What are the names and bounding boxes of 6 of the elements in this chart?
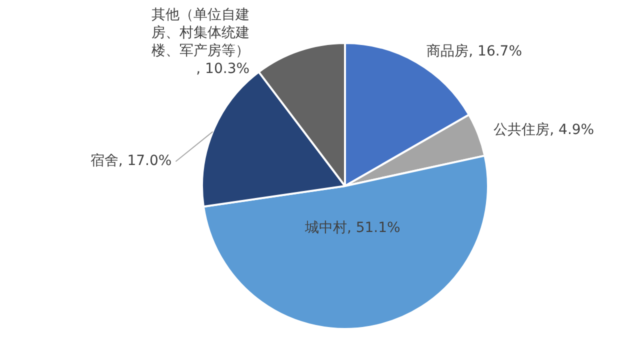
slice-label: 公共住房, 4.9% <box>494 122 594 138</box>
data-label: , 10.3% <box>196 61 250 78</box>
slice-label: 城中村, 51.1% <box>304 220 400 236</box>
slice-label: 宿舍, 17.0% <box>90 153 172 170</box>
slice-label: 商品房, 16.7% <box>426 43 522 60</box>
slice-label: 其他（单位自建房、村集体统建楼、军产房等） <box>152 7 250 60</box>
